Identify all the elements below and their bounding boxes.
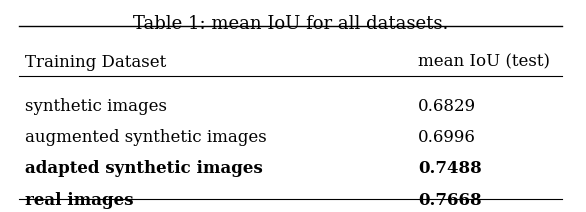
Text: adapted synthetic images: adapted synthetic images (25, 160, 263, 177)
Text: 0.6996: 0.6996 (418, 129, 476, 146)
Text: mean IoU (test): mean IoU (test) (418, 54, 550, 71)
Text: 0.6829: 0.6829 (418, 98, 476, 115)
Text: real images: real images (25, 191, 133, 209)
Text: synthetic images: synthetic images (25, 98, 166, 115)
Text: 0.7488: 0.7488 (418, 160, 482, 177)
Text: Training Dataset: Training Dataset (25, 54, 166, 71)
Text: Table 1: mean IoU for all datasets.: Table 1: mean IoU for all datasets. (133, 15, 448, 33)
Text: 0.7668: 0.7668 (418, 191, 482, 209)
Text: augmented synthetic images: augmented synthetic images (25, 129, 266, 146)
